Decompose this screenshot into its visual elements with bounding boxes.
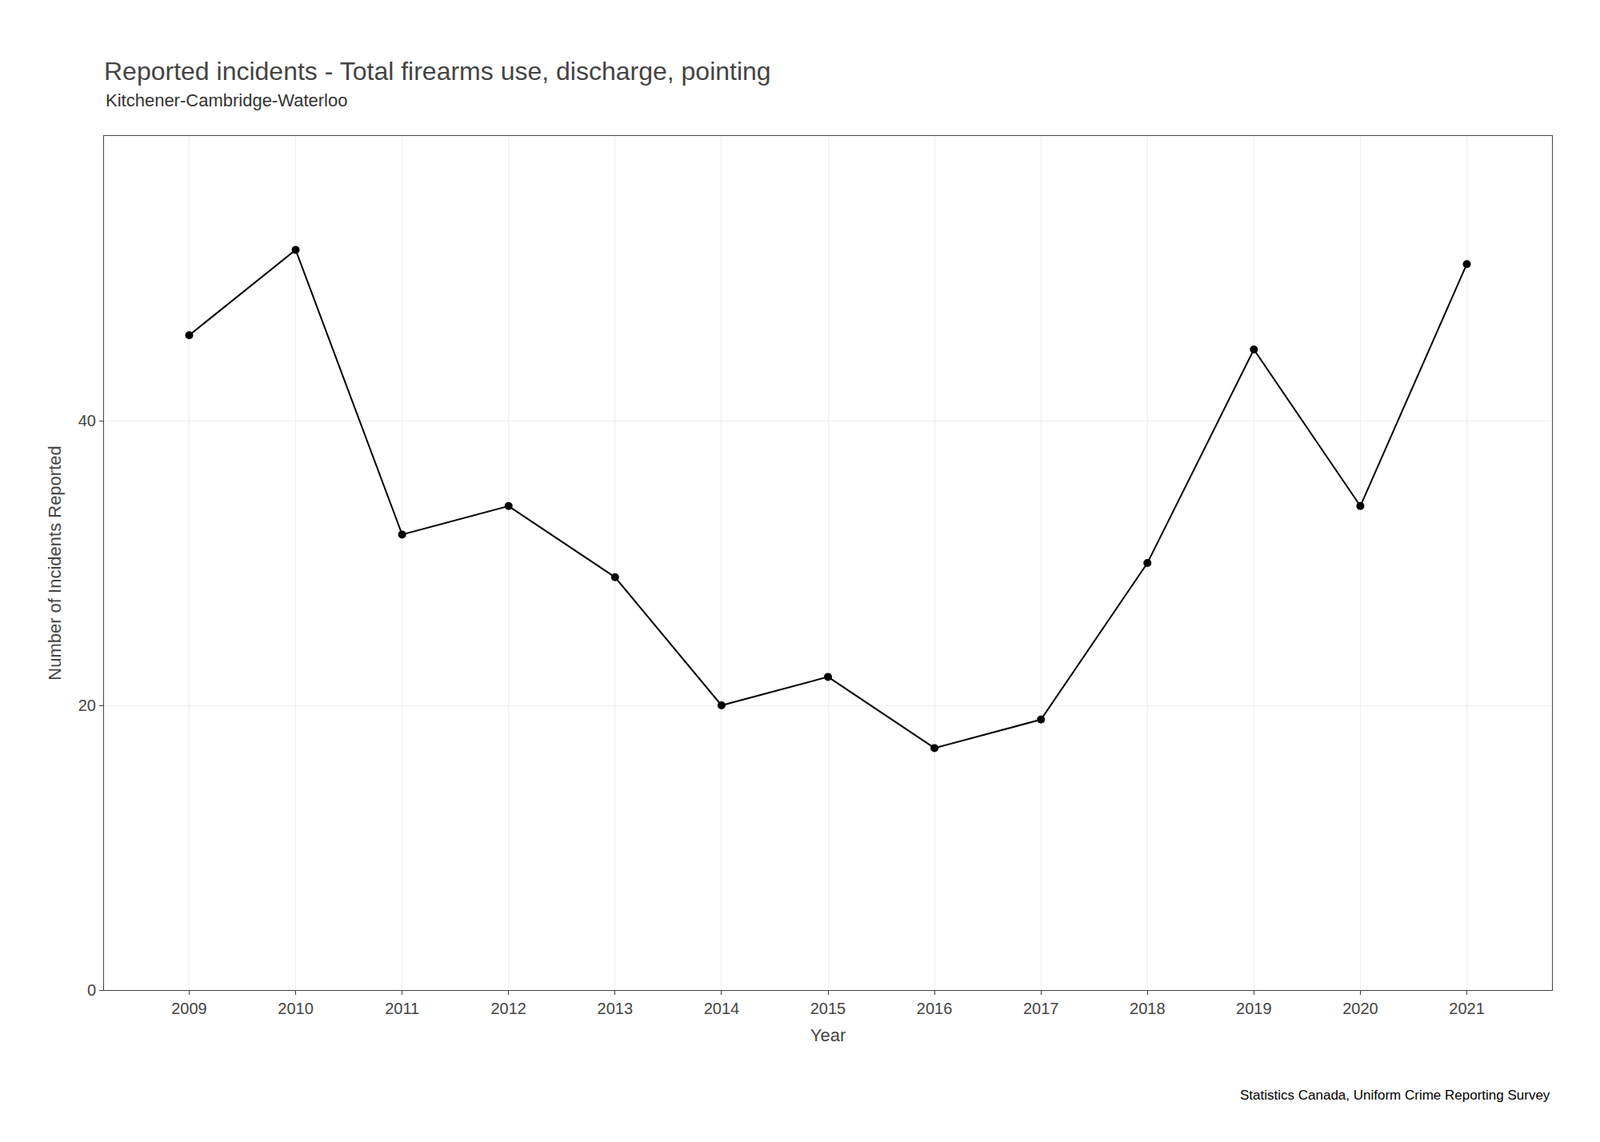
svg-text:Statistics Canada, Uniform Cri: Statistics Canada, Uniform Crime Reporti… — [1240, 1088, 1551, 1104]
svg-text:2019: 2019 — [1236, 1000, 1272, 1018]
svg-text:2011: 2011 — [384, 1000, 420, 1018]
svg-text:Number of Incidents Reported: Number of Incidents Reported — [44, 445, 65, 681]
svg-text:Year: Year — [810, 1025, 846, 1046]
svg-text:2014: 2014 — [704, 1000, 740, 1018]
svg-text:2012: 2012 — [490, 1000, 527, 1018]
svg-text:Kitchener-Cambridge-Waterloo: Kitchener-Cambridge-Waterloo — [105, 90, 348, 111]
svg-text:2020: 2020 — [1342, 1000, 1379, 1018]
svg-text:Reported incidents - Total fir: Reported incidents - Total firearms use,… — [104, 56, 772, 86]
svg-text:2013: 2013 — [597, 1000, 634, 1018]
svg-text:2009: 2009 — [171, 1000, 208, 1018]
svg-text:2015: 2015 — [810, 1000, 847, 1018]
svg-text:2010: 2010 — [277, 1000, 314, 1018]
svg-text:0: 0 — [87, 981, 96, 1000]
svg-text:2018: 2018 — [1129, 1000, 1166, 1018]
svg-text:2021: 2021 — [1448, 1000, 1485, 1018]
svg-text:2017: 2017 — [1023, 1000, 1060, 1018]
svg-text:2016: 2016 — [916, 1000, 953, 1018]
svg-text:40: 40 — [78, 412, 96, 430]
svg-text:20: 20 — [78, 696, 96, 715]
